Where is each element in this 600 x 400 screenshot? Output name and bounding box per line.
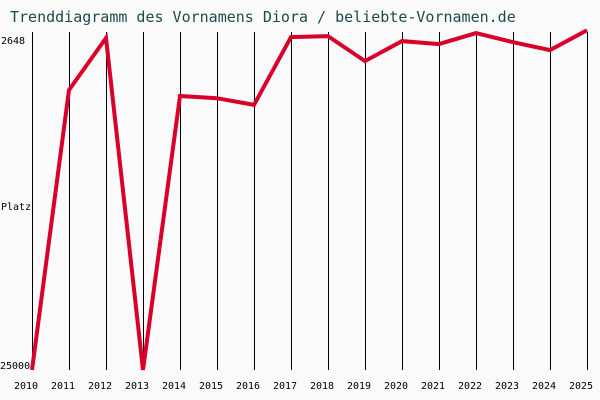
- y-axis-label: Platz: [1, 202, 32, 213]
- x-tick-label: 2018: [309, 381, 335, 392]
- chart-title: Trenddiagramm des Vornamens Diora / beli…: [10, 8, 516, 26]
- x-tick-label: 2022: [457, 381, 483, 392]
- x-tick-label: 2017: [272, 381, 298, 392]
- x-tick-label: 2020: [383, 381, 409, 392]
- x-tick-label: 2014: [161, 381, 187, 392]
- x-tick-label: 2021: [420, 381, 446, 392]
- x-tick-label: 2025: [568, 381, 594, 392]
- x-tick-label: 2023: [494, 381, 520, 392]
- x-tick-label: 2016: [235, 381, 261, 392]
- y-tick-bottom: 25000: [0, 361, 31, 372]
- series-line: [30, 28, 588, 371]
- y-tick-top: 2648: [1, 36, 26, 47]
- x-tick-label: 2011: [50, 381, 76, 392]
- x-tick-label: 2019: [346, 381, 372, 392]
- x-tick-label: 2010: [13, 381, 39, 392]
- x-tick-label: 2013: [124, 381, 150, 392]
- x-tick-label: 2012: [87, 381, 113, 392]
- x-tick-label: 2024: [531, 381, 557, 392]
- x-tick-label: 2015: [198, 381, 224, 392]
